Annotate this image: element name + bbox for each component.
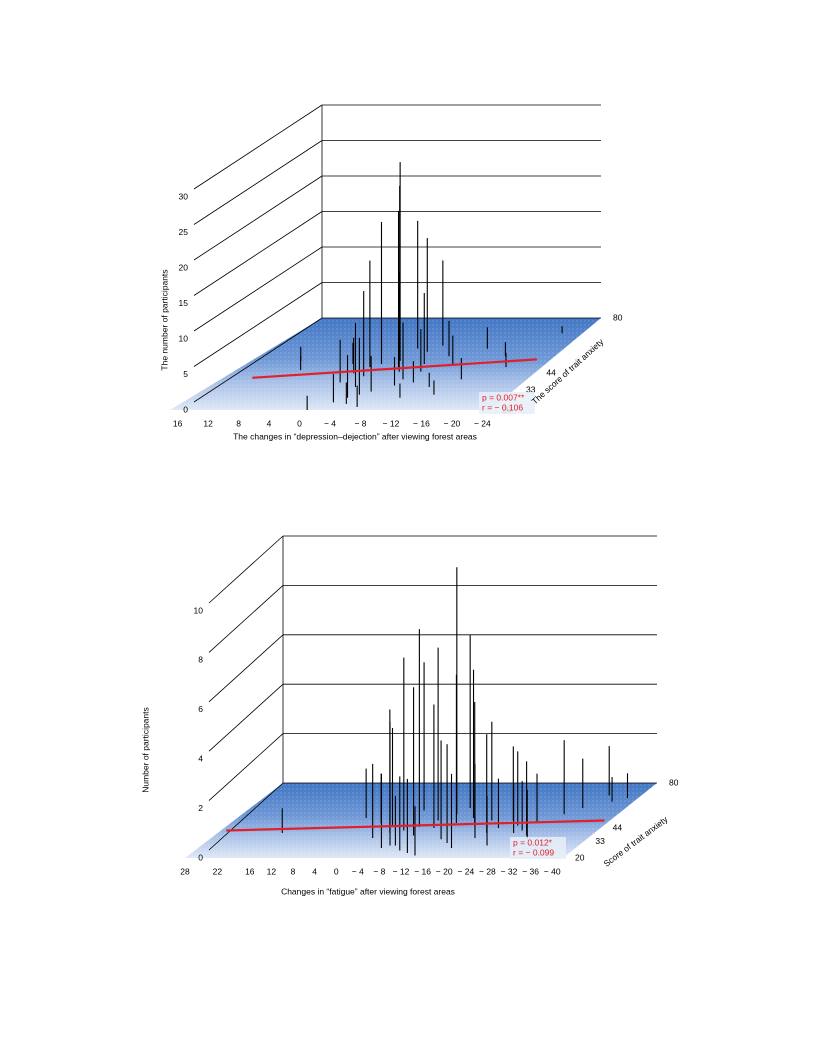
x-tick-label: − 32 xyxy=(501,866,518,876)
x-tick-label: 8 xyxy=(291,866,296,876)
x-tick-label: − 40 xyxy=(544,866,561,876)
annotation: r = − 0.099 xyxy=(513,847,554,857)
y-tick-label: 10 xyxy=(179,333,189,343)
x-axis-title: The changes in “depression–dejection” af… xyxy=(233,431,477,441)
regression-line xyxy=(226,819,605,832)
grid-line xyxy=(193,140,323,225)
y-axis-title: The number of participants xyxy=(159,269,169,370)
x-tick-label: 28 xyxy=(180,866,190,876)
chart: 0 2 4 6 8 10 28 22 16 12 8 4 0 − 4 − 8 − 12 − 16 − 20 − 24… xyxy=(140,535,679,896)
y-tick-label: 15 xyxy=(179,298,189,308)
x-tick-label: 0 xyxy=(334,866,339,876)
y-tick-label: 5 xyxy=(183,369,188,379)
grid-line xyxy=(193,175,323,261)
x-tick-label: − 12 xyxy=(383,418,400,428)
annotation: r = − 0.106 xyxy=(482,402,523,412)
z-tick-label: 44 xyxy=(613,822,623,832)
y-tick-label: 0 xyxy=(183,404,188,414)
x-tick-label: 8 xyxy=(236,418,241,428)
x-tick-label: − 4 xyxy=(352,866,364,876)
x-tick-label: 12 xyxy=(203,418,213,428)
grid-line xyxy=(193,282,323,367)
x-tick-label: 16 xyxy=(245,866,255,876)
y-tick-label: 2 xyxy=(198,803,203,813)
x-tick-label: 22 xyxy=(213,866,223,876)
z-tick-label: 33 xyxy=(526,384,536,394)
x-tick-label: − 4 xyxy=(324,418,336,428)
z-tick-label: 80 xyxy=(613,312,623,322)
x-tick-label: − 36 xyxy=(522,866,539,876)
x-tick-label: − 16 xyxy=(414,866,431,876)
x-tick-label: − 20 xyxy=(436,866,453,876)
x-tick-label: − 20 xyxy=(444,418,461,428)
z-tick-label: 44 xyxy=(546,367,556,377)
y-tick-label: 30 xyxy=(179,191,189,201)
annotation: p = 0.007** xyxy=(482,392,525,402)
x-tick-label: 12 xyxy=(267,866,277,876)
grid-line xyxy=(193,211,323,296)
annotation-box xyxy=(510,837,566,859)
x-tick-label: − 28 xyxy=(479,866,496,876)
grid-line xyxy=(193,104,323,190)
annotation: p = 0.012* xyxy=(513,837,553,847)
y-axis-title: Number of participants xyxy=(140,707,150,793)
grid-line xyxy=(193,317,323,403)
x-tick-label: − 8 xyxy=(373,866,385,876)
x-tick-label: 4 xyxy=(312,866,317,876)
y-tick-label: 8 xyxy=(198,655,203,665)
y-tick-label: 20 xyxy=(179,262,189,272)
regression-line xyxy=(252,358,537,379)
x-tick-label: 0 xyxy=(297,418,302,428)
grid-line xyxy=(208,535,284,604)
x-tick-label: 16 xyxy=(173,418,183,428)
grid-line xyxy=(208,634,284,703)
x-tick-label: − 12 xyxy=(393,866,410,876)
x-axis-title: Changes in “fatigue” after viewing fores… xyxy=(281,886,455,896)
x-tick-label: − 24 xyxy=(457,866,474,876)
z-tick-label: 80 xyxy=(669,777,679,787)
x-tick-label: − 8 xyxy=(354,418,366,428)
annotation-box xyxy=(479,392,535,414)
grid-line xyxy=(208,733,284,801)
y-tick-label: 6 xyxy=(198,704,203,714)
y-tick-label: 0 xyxy=(198,852,203,862)
z-tick-label: 33 xyxy=(595,836,605,846)
grid-line xyxy=(208,782,284,851)
x-tick-label: 4 xyxy=(267,418,272,428)
grid-line xyxy=(208,585,284,653)
grid-line xyxy=(208,683,284,752)
x-tick-label: − 16 xyxy=(413,418,430,428)
chart: 0 5 10 15 20 25 30 16 12 8 4 0 − 4 − 8 − 12 − 16 − 20 − 2… xyxy=(159,104,623,441)
y-tick-label: 25 xyxy=(179,227,189,237)
x-tick-label: − 24 xyxy=(474,418,491,428)
y-tick-label: 10 xyxy=(194,605,204,615)
y-tick-label: 4 xyxy=(198,753,203,763)
z-tick-label: 20 xyxy=(575,852,585,862)
grid-line xyxy=(193,246,323,332)
floor-texture xyxy=(170,318,601,410)
